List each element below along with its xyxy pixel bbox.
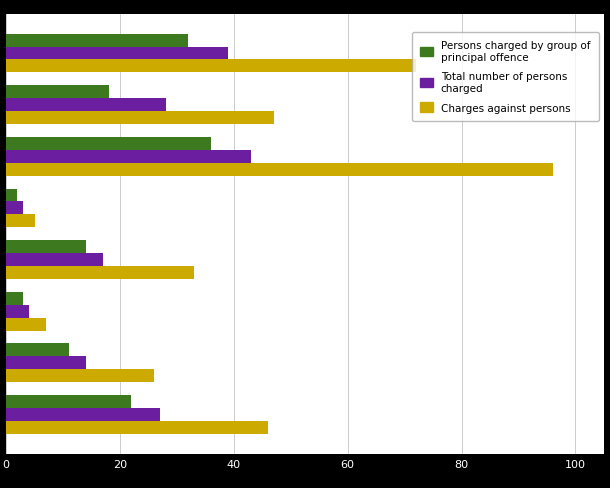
Bar (6, 344, 69, 357)
Bar (6, 35, 188, 47)
Bar (6, 305, 29, 318)
Bar (6, 408, 160, 421)
Bar (6, 202, 23, 215)
Bar (6, 357, 86, 369)
Bar (6, 215, 35, 228)
Bar (6, 99, 165, 112)
Bar (6, 292, 23, 305)
Bar (6, 112, 274, 125)
Bar (6, 266, 194, 279)
Bar (6, 47, 228, 61)
Bar (6, 241, 86, 254)
Bar (6, 369, 154, 383)
Bar (6, 254, 103, 266)
Bar (6, 150, 251, 163)
Bar (6, 189, 18, 202)
Bar (6, 318, 46, 331)
Bar (6, 395, 131, 408)
Bar (6, 163, 553, 176)
Bar (6, 421, 268, 434)
Legend: Persons charged by group of
principal offence, Total number of persons
charged, : Persons charged by group of principal of… (412, 33, 598, 122)
Bar (6, 61, 416, 73)
Bar (6, 86, 109, 99)
Bar (6, 138, 211, 150)
